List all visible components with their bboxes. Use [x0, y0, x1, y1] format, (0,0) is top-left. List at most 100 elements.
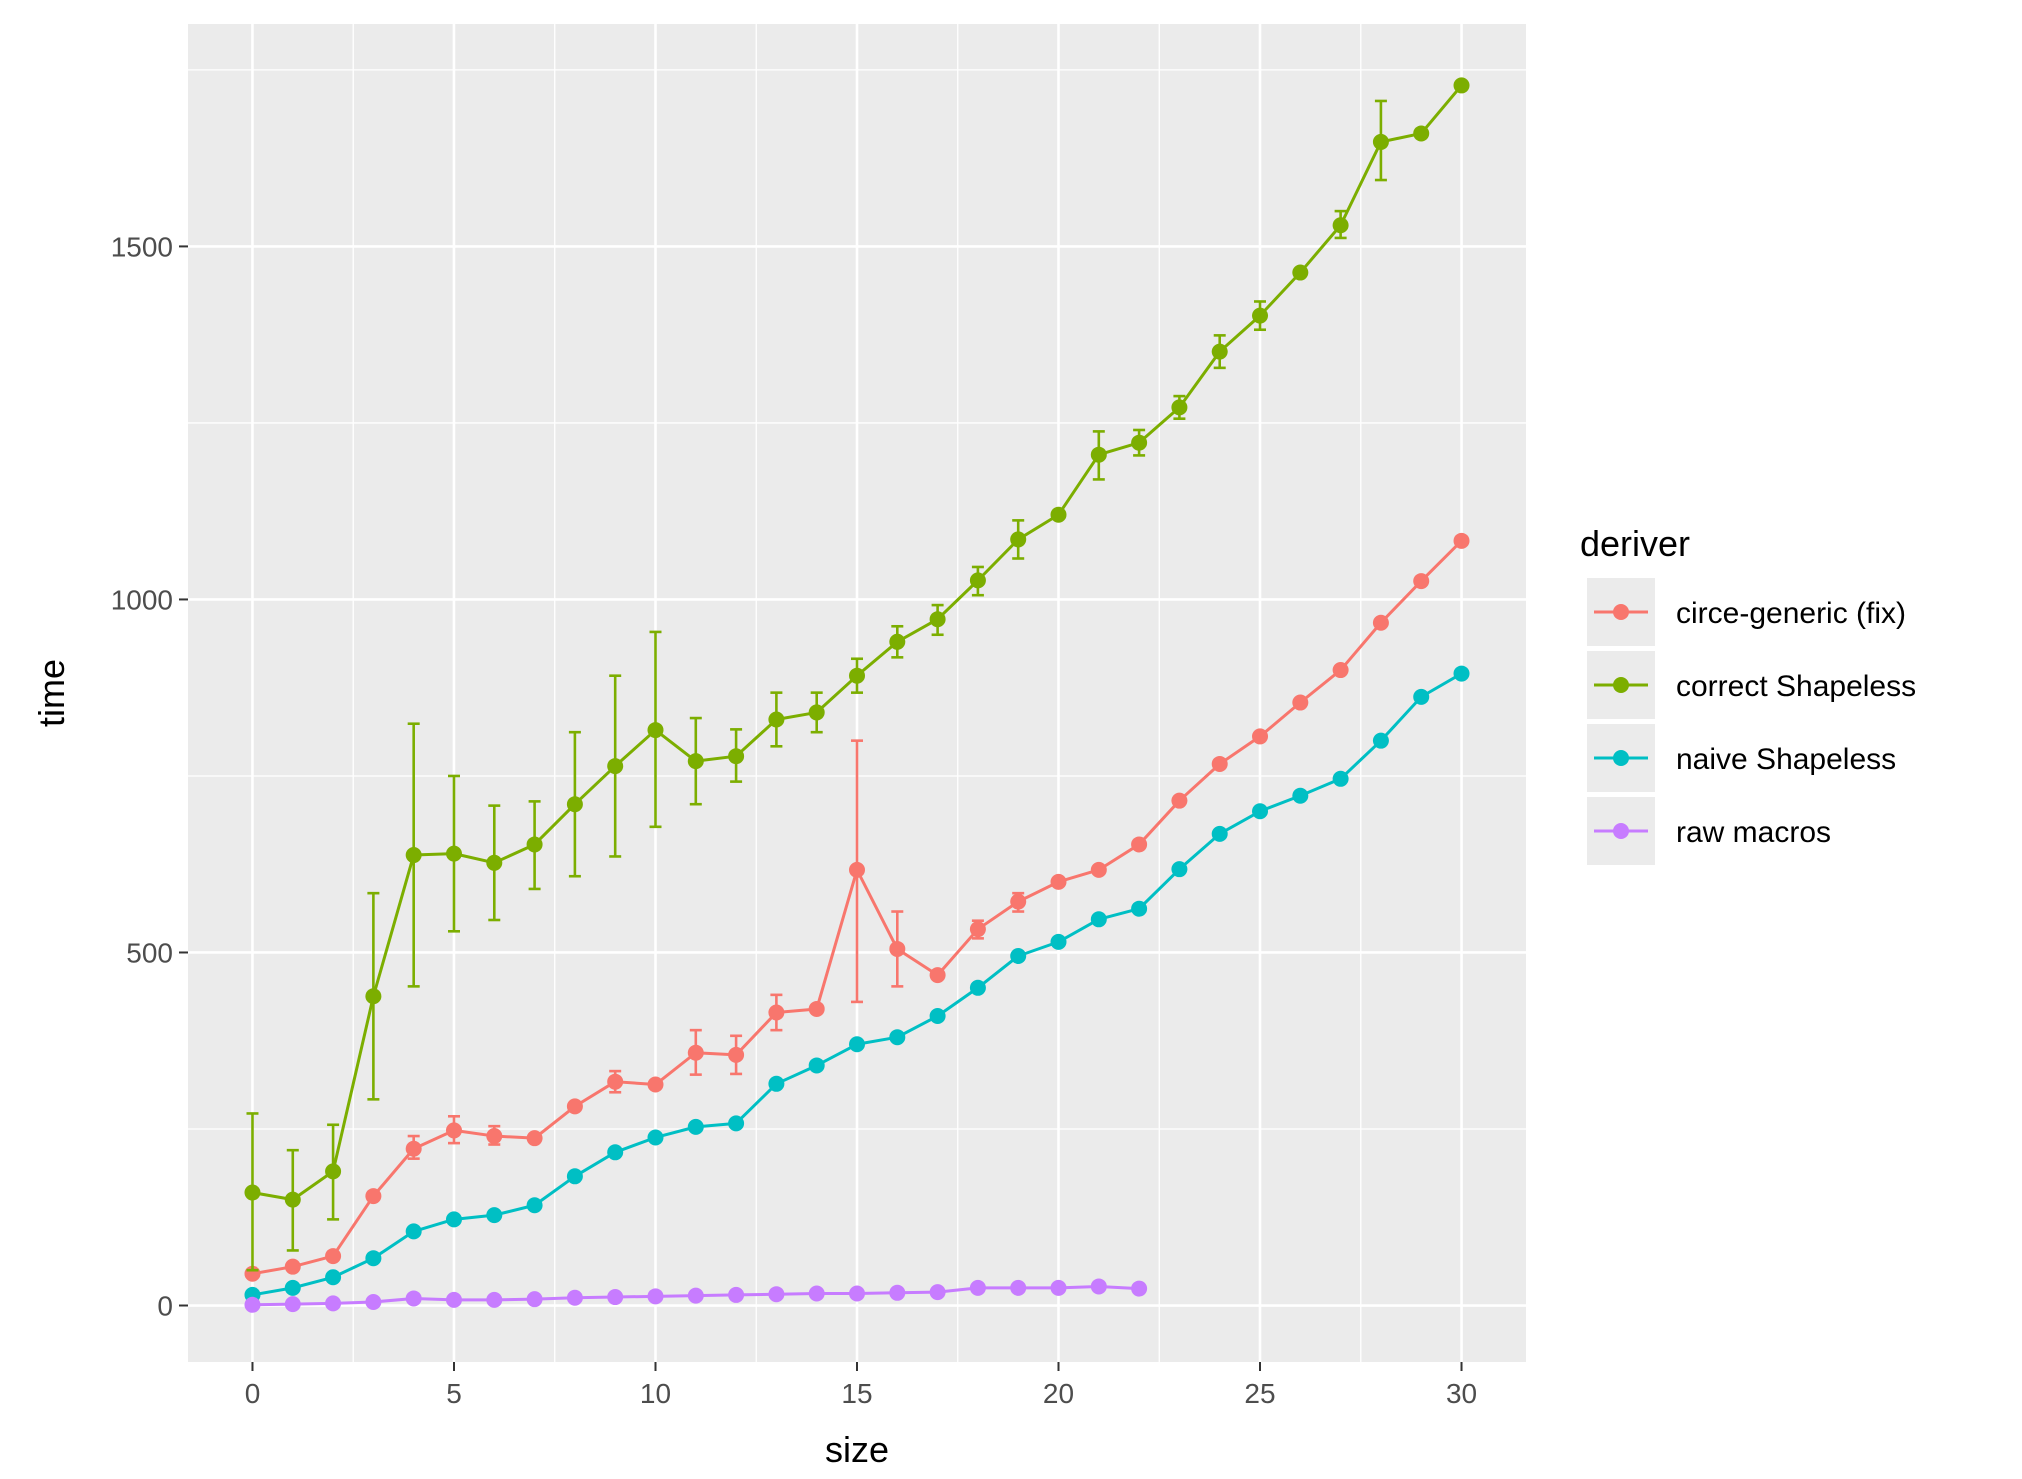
legend-label: correct Shapeless — [1676, 670, 1916, 703]
data-point — [1090, 861, 1107, 878]
data-point — [325, 1248, 342, 1265]
data-point — [929, 967, 946, 984]
data-point — [526, 836, 543, 853]
data-point — [526, 1197, 543, 1214]
data-point — [849, 1285, 865, 1302]
data-point — [445, 1122, 462, 1139]
x-tick-label: 20 — [1043, 1378, 1074, 1409]
data-point — [566, 1098, 583, 1115]
data-point — [768, 711, 785, 728]
x-tick-label: 5 — [446, 1378, 462, 1409]
data-point — [1211, 755, 1228, 772]
legend-title: deriver — [1580, 523, 1690, 564]
data-point — [365, 1293, 382, 1310]
data-point — [486, 1128, 503, 1145]
x-axis: 0 5 10 15 20 25 30 — [245, 1362, 1477, 1409]
data-point — [1453, 665, 1470, 682]
data-point — [607, 1144, 624, 1161]
data-point — [1332, 770, 1349, 787]
y-tick-label: 500 — [126, 937, 173, 968]
data-point — [1211, 343, 1228, 360]
data-point — [244, 1184, 261, 1201]
data-point — [1211, 825, 1228, 842]
x-tick-label: 0 — [245, 1378, 261, 1409]
data-point — [929, 611, 946, 628]
data-point — [808, 1057, 825, 1074]
data-point — [284, 1258, 301, 1275]
data-point — [929, 1008, 946, 1025]
legend-label: circe-generic (fix) — [1676, 597, 1906, 630]
data-point — [647, 722, 664, 739]
data-point — [1090, 446, 1107, 463]
data-point — [1010, 531, 1027, 548]
data-point — [244, 1296, 261, 1313]
data-point — [284, 1191, 301, 1208]
data-point — [325, 1295, 342, 1312]
data-point — [1171, 399, 1188, 416]
data-point — [566, 796, 583, 813]
data-point — [889, 1284, 906, 1301]
data-point — [1131, 900, 1148, 917]
data-point — [445, 845, 462, 862]
data-point — [1413, 573, 1430, 590]
legend-item: raw macros — [1587, 797, 1831, 865]
data-point — [365, 1188, 382, 1205]
data-point — [1050, 933, 1067, 950]
data-point — [1413, 688, 1430, 705]
legend-key-point — [1613, 823, 1629, 839]
data-point — [647, 1288, 664, 1305]
data-point — [808, 1000, 825, 1017]
x-tick-label: 30 — [1446, 1378, 1477, 1409]
data-point — [1292, 787, 1309, 804]
data-point — [1050, 873, 1067, 890]
data-point — [768, 1286, 785, 1303]
data-point — [405, 1223, 422, 1240]
data-point — [969, 979, 986, 996]
data-point — [1010, 948, 1027, 965]
legend-item: correct Shapeless — [1587, 651, 1916, 719]
data-point — [687, 1287, 704, 1304]
data-point — [1131, 1280, 1148, 1297]
series-correct-shapeless — [244, 77, 1470, 1272]
data-point — [647, 1076, 664, 1093]
data-point — [486, 854, 503, 871]
legend-label: naive Shapeless — [1676, 743, 1896, 776]
legend-key-point — [1613, 677, 1629, 693]
data-point — [607, 758, 624, 775]
data-point — [607, 1289, 624, 1306]
data-point — [1372, 133, 1389, 150]
data-point — [889, 940, 906, 957]
legend-item: circe-generic (fix) — [1587, 578, 1906, 646]
data-point — [607, 1073, 624, 1090]
x-axis-title: size — [825, 1429, 889, 1470]
series-layer — [244, 77, 1470, 1313]
series-raw-macros — [244, 1278, 1148, 1313]
data-point — [889, 1029, 906, 1046]
data-point — [1090, 911, 1107, 928]
data-point — [1372, 732, 1389, 749]
data-point — [728, 1286, 745, 1303]
y-axis: 0 500 1000 1500 — [111, 231, 188, 1322]
data-point — [1252, 728, 1269, 745]
data-point — [365, 1250, 382, 1267]
data-point — [1292, 264, 1309, 281]
data-point — [405, 1140, 422, 1157]
legend-label: raw macros — [1676, 816, 1831, 849]
data-point — [526, 1130, 543, 1147]
x-tick-label: 10 — [640, 1378, 671, 1409]
data-point — [849, 1036, 865, 1053]
data-point — [687, 1118, 704, 1135]
data-point — [849, 861, 865, 878]
data-point — [929, 1284, 946, 1301]
data-point — [325, 1163, 342, 1180]
data-point — [1090, 1278, 1107, 1295]
legend-item: naive Shapeless — [1587, 724, 1896, 792]
data-point — [1131, 836, 1148, 853]
data-point — [566, 1289, 583, 1306]
legend-key-point — [1613, 604, 1629, 620]
data-point — [1372, 614, 1389, 631]
data-point — [687, 753, 704, 770]
data-point — [1332, 217, 1349, 234]
data-point — [1252, 307, 1269, 324]
data-point — [405, 847, 422, 864]
